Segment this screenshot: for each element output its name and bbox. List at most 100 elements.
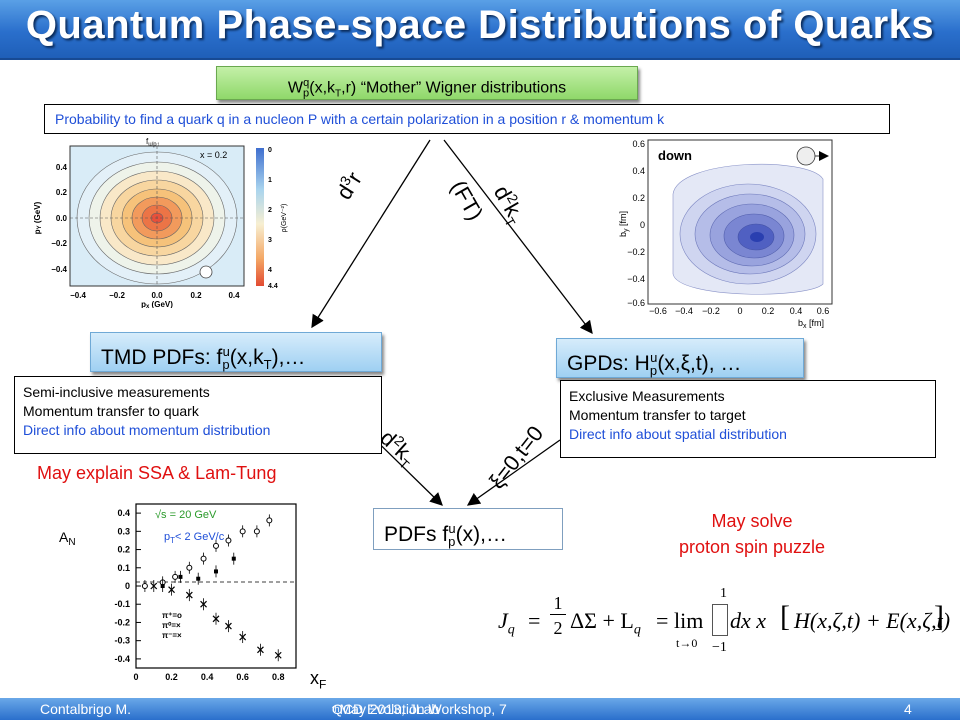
pdf-box: PDFs fpu(x),… (373, 508, 563, 550)
ssa-point-2-1 (168, 586, 175, 594)
tmd-xtick-2: 0.0 (151, 291, 163, 300)
gpd-xtick-5: 0.4 (790, 306, 803, 316)
ssa-point-0-8 (253, 528, 260, 535)
ssa-point-2-4 (212, 615, 220, 623)
gpd-ytick-1: 0.4 (632, 166, 645, 176)
ssa-ytick-8: -0.4 (114, 654, 130, 664)
ssa-legend: π⁺=o π⁰=× π⁻=× (162, 611, 182, 640)
tmd-plot-annotation: x = 0.2 (200, 150, 227, 160)
gpd-args: (x,ξ,t), … (657, 352, 742, 375)
may-solve-box: May solve proton spin puzzle (652, 508, 852, 560)
formula-int-top: 1 (720, 586, 727, 601)
pdf-sub: p (448, 534, 456, 550)
cbar-tick-0: 0 (268, 147, 272, 154)
footer-page: 4 (904, 701, 912, 717)
integral-sign-icon (712, 604, 728, 636)
tmd-xtick-1: −0.2 (109, 291, 125, 300)
gpd-sup: u (650, 350, 658, 365)
gpd-contours (672, 163, 824, 295)
formula-eq1: = (528, 608, 541, 633)
gpd-xtick-1: −0.4 (675, 306, 693, 316)
semi-line-3: Direct info about momentum distribution (23, 422, 271, 438)
formula-int-bot: −1 (712, 640, 727, 655)
arrow-to-gpd (443, 139, 593, 335)
ssa-point-2-6 (239, 633, 247, 641)
cbar-tick-4: 4 (268, 267, 272, 274)
tmd-x-ticks: −0.4 −0.2 0.0 0.2 0.4 (70, 291, 240, 300)
tmd-xtick-0: −0.4 (70, 291, 86, 300)
wigner-sup-q: q (303, 77, 310, 89)
gpd-ytick-2: 0.2 (632, 193, 645, 203)
wigner-args1: (x,k (309, 79, 336, 97)
ssa-legend-0: π⁺=o (162, 611, 182, 620)
nucleon-down-icon (796, 146, 816, 166)
gpd-ytick-3: 0 (640, 220, 645, 230)
ssa-energy-label: √s = 20 GeV (155, 509, 217, 521)
tmd-box: TMD PDFs: fpu(x,kT),… (90, 332, 382, 372)
tmd-end: ),… (271, 346, 306, 369)
ssa-plot: 0.4 0.3 0.2 0.1 0 -0.1 -0.2 -0.3 -0.4 0 0.2 0.4 0.6… (59, 503, 297, 682)
footer-author: Contalbrigo M. (40, 701, 132, 717)
gpd-x-ticks: −0.6 −0.4 −0.2 0 0.2 0.4 0.6 (649, 306, 829, 316)
gpd-ytick-4: −0.2 (627, 247, 645, 257)
ssa-ytick-0: 0.4 (117, 508, 130, 518)
probability-text: Probability to find a quark q in a nucle… (55, 111, 665, 127)
ssa-plot-frame (135, 503, 297, 669)
ssa-ytick-7: -0.3 (114, 636, 130, 646)
gpd-ytick-0: 0.6 (632, 139, 645, 149)
tmd-ytick-3: −0.2 (51, 239, 67, 248)
ssa-point-0-4 (200, 555, 207, 562)
formula-lhs: Jq (498, 608, 515, 638)
gpd-x-label: bx [fm] (798, 318, 824, 330)
cbar-tick-5: 4.4 (268, 283, 278, 290)
wigner-sub-p: p (303, 87, 310, 100)
formula-dsigma: ΔΣ + Lq (570, 608, 641, 638)
ssa-xtick-4: 0.8 (272, 672, 285, 682)
wigner-w: W (287, 79, 303, 97)
ssa-point-1-3 (214, 569, 218, 574)
cbar-tick-2: 2 (268, 207, 272, 214)
may-explain-text: May explain SSA & Lam-Tung (37, 463, 277, 483)
ssa-point-2-3 (200, 600, 207, 608)
gpd-xtick-0: −0.6 (649, 306, 667, 316)
formula-bracket: H(x,ζ,t) + E(x,ζ,t) (794, 608, 951, 633)
wigner-sub-t: T (335, 88, 342, 100)
nucleon-icon (199, 265, 213, 279)
ssa-legend-1: π⁰=× (162, 621, 181, 630)
ssa-legend-2: π⁻=× (162, 631, 182, 640)
semi-line-2: Momentum transfer to quark (23, 403, 199, 419)
tmd-y-ticks: 0.4 0.2 0.0 −0.2 −0.4 (51, 163, 67, 274)
excl-line-1: Exclusive Measurements (569, 388, 725, 404)
gpd-xtick-6: 0.6 (817, 306, 830, 316)
gpd-xtick-3: 0 (737, 306, 742, 316)
tmd-contours (76, 151, 238, 285)
ssa-point-0-7 (239, 528, 246, 535)
may-solve-line-1: May solve (711, 511, 793, 531)
gpd-main: GPDs: H (567, 352, 650, 375)
ssa-pt-label: pT< 2 GeV/c (164, 531, 225, 545)
ssa-x-ticks: 0 0.2 0.4 0.6 0.8 (133, 672, 284, 682)
ssa-xlabel-sub: F (319, 677, 327, 692)
exclusive-box: Exclusive Measurements Momentum transfer… (560, 380, 936, 458)
may-solve-line-2: proton spin puzzle (678, 537, 826, 557)
tmd-x-label: px (GeV) (141, 300, 173, 308)
tmd-ytick-4: −0.4 (51, 265, 67, 274)
gpd-box: GPDs: Hpu(x,ξ,t), … (556, 338, 804, 378)
ssa-point-0-9 (266, 517, 273, 524)
bracket-right-icon: ] (934, 600, 944, 633)
gpd-density-plot: down −0.6 −0.4 −0.2 0 0.2 0.4 0.6 bx [fm… (618, 139, 833, 330)
ssa-point-2-0 (150, 582, 158, 590)
ji-sum-rule: Jq = 1 2 ΔΣ + Lq = lim t→0 1 −1 dx x [ H… (498, 586, 951, 662)
tmd-ytick-2: 0.0 (56, 214, 68, 223)
tmd-sup: u (222, 344, 230, 359)
formula-half-den: 2 (553, 618, 563, 638)
formula-eq2: = (656, 608, 669, 633)
bracket-left-icon: [ (780, 600, 790, 633)
title-bar: Quantum Phase-space Distributions of Qua… (0, 0, 960, 60)
gpd-xtick-2: −0.2 (702, 306, 720, 316)
gpd-ytick-5: −0.4 (627, 274, 645, 284)
ssa-point-0-0 (141, 583, 148, 589)
pdf-main: PDFs f (384, 523, 449, 546)
tmd-density-plot: x = 0.2 fu/p↑ −0.4 −0.2 0.0 0.2 0.4 px (… (33, 138, 288, 308)
